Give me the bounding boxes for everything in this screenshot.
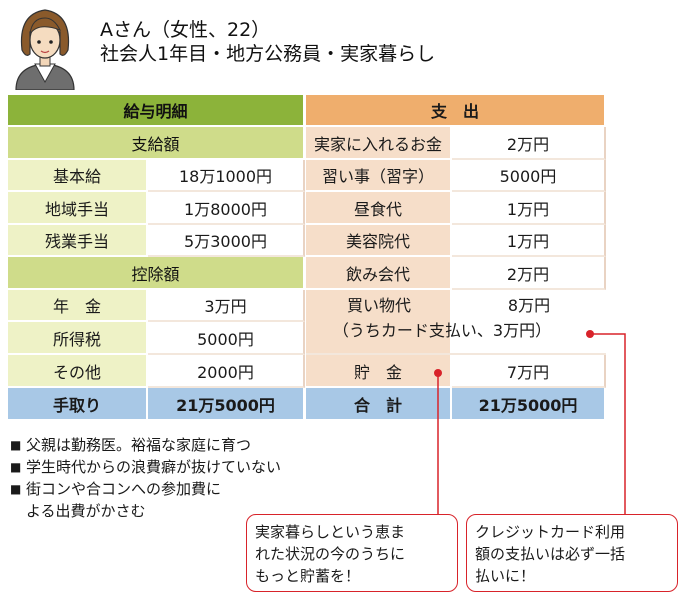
expense-total-row: 合 計 21万5000円 xyxy=(306,388,606,421)
bullet-square-icon: ■ xyxy=(10,482,22,496)
profile-notes: ■ 父親は勤務医。裕福な家庭に育つ ■ 学生時代からの浪費癖が抜けていない ■ 街コン… xyxy=(10,434,281,522)
expense-value: 5000円 xyxy=(452,160,606,192)
table-row: 残業手当 5万3000円 xyxy=(8,225,305,257)
deduct-label: 所得税 xyxy=(8,322,148,355)
table-row: 美容院代 1万円 xyxy=(306,225,606,257)
expense-label: 貯 金 xyxy=(306,355,452,388)
expense-label: 美容院代 xyxy=(306,225,452,257)
list-item: ■ 学生時代からの浪費癖が抜けていない xyxy=(10,458,282,476)
expense-value: 7万円 xyxy=(452,355,606,388)
expense-total-value: 21万5000円 xyxy=(452,388,606,421)
pay-value: 18万1000円 xyxy=(148,160,305,192)
expense-header: 支 出 xyxy=(306,95,606,127)
expense-label: 習い事（習字） xyxy=(306,160,452,192)
list-item: よる出費がかさむ xyxy=(26,502,146,520)
salary-header: 給与明細 xyxy=(8,95,305,127)
expense-label: 飲み会代 xyxy=(306,257,452,290)
expense-label: 昼食代 xyxy=(306,192,452,225)
persona-line-2: 社会人1年目・地方公務員・実家暮らし xyxy=(100,43,436,65)
card-payment-note: （うちカード支払い、3万円） xyxy=(332,321,552,340)
table-row: 所得税 5000円 xyxy=(8,322,305,355)
deduct-label: その他 xyxy=(8,355,148,388)
persona-line-1: Aさん（女性、22） xyxy=(100,19,271,41)
table-row: 習い事（習字） 5000円 xyxy=(306,160,606,192)
pay-label: 地域手当 xyxy=(8,192,148,225)
table-row: 地域手当 1万8000円 xyxy=(8,192,305,225)
pay-value: 5万3000円 xyxy=(148,225,305,257)
table-row: その他 2000円 xyxy=(8,355,305,388)
deduct-value: 2000円 xyxy=(148,355,305,388)
expense-value: 8万円 xyxy=(507,296,551,315)
list-item: ■ 街コンや合コンへの参加費に xyxy=(10,480,222,498)
deduct-header: 控除額 xyxy=(8,257,305,290)
callout-dot-icon xyxy=(586,330,594,338)
deduct-label: 年 金 xyxy=(8,290,148,322)
table-row: 年 金 3万円 xyxy=(8,290,305,322)
bullet-square-icon: ■ xyxy=(10,438,22,452)
takehome-value: 21万5000円 xyxy=(148,388,305,421)
expense-value: 1万円 xyxy=(452,225,606,257)
table-row: 買い物代 8万円 （うちカード支払い、3万円） xyxy=(306,290,606,355)
salary-total-row: 手取り 21万5000円 xyxy=(8,388,305,421)
expense-value: 2万円 xyxy=(452,127,606,160)
table-row: 実家に入れるお金 2万円 xyxy=(306,127,606,160)
expense-value: 2万円 xyxy=(452,257,606,290)
person-avatar-icon xyxy=(15,9,75,90)
table-row: 基本給 18万1000円 xyxy=(8,160,305,192)
pay-label: 残業手当 xyxy=(8,225,148,257)
table-row: 貯 金 7万円 xyxy=(306,355,606,388)
table-row: 昼食代 1万円 xyxy=(306,192,606,225)
takehome-label: 手取り xyxy=(8,388,148,421)
expense-total-label: 合 計 xyxy=(306,388,452,421)
deduct-value: 3万円 xyxy=(148,290,305,322)
expense-label: 実家に入れるお金 xyxy=(306,127,452,160)
callout-dot-icon xyxy=(434,369,442,377)
expense-label: 買い物代 xyxy=(346,296,411,315)
pay-value: 1万8000円 xyxy=(148,192,305,225)
persona-heading: Aさん（女性、22） 社会人1年目・地方公務員・実家暮らし xyxy=(100,18,435,66)
expense-value: 1万円 xyxy=(452,192,606,225)
list-item: ■ 父親は勤務医。裕福な家庭に育つ xyxy=(10,436,252,454)
bullet-square-icon: ■ xyxy=(10,460,22,474)
savings-callout: 実家暮らしという恵ま れた状況の今のうちに もっと貯蓄を！ xyxy=(246,514,458,592)
pay-label: 基本給 xyxy=(8,160,148,192)
deduct-value: 5000円 xyxy=(148,322,305,355)
credit-card-callout: クレジットカード利用 額の支払いは必ず一括 払いに！ xyxy=(466,514,678,592)
pay-header: 支給額 xyxy=(8,127,305,160)
expense-table: 支 出 実家に入れるお金 2万円 習い事（習字） 5000円 昼食代 1万円 美… xyxy=(306,94,606,426)
salary-table: 給与明細 支給額 基本給 18万1000円 地域手当 1万8000円 残業手当 … xyxy=(8,94,305,426)
table-row: 飲み会代 2万円 xyxy=(306,257,606,290)
